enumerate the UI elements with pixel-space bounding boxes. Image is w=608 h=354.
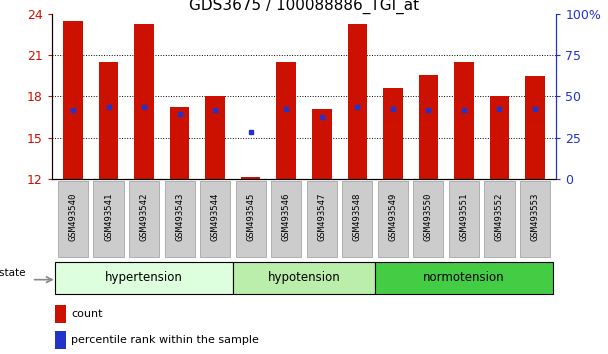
- Text: count: count: [71, 309, 103, 319]
- Bar: [312, 109, 331, 179]
- Bar: [206, 97, 225, 179]
- FancyBboxPatch shape: [449, 181, 479, 257]
- Text: GSM493541: GSM493541: [104, 193, 113, 241]
- FancyBboxPatch shape: [165, 181, 195, 257]
- Text: GSM493542: GSM493542: [140, 193, 148, 241]
- Bar: [134, 24, 154, 179]
- FancyBboxPatch shape: [375, 262, 553, 294]
- Text: percentile rank within the sample: percentile rank within the sample: [71, 335, 259, 346]
- Text: normotension: normotension: [423, 271, 505, 284]
- Bar: [55, 331, 66, 349]
- FancyBboxPatch shape: [271, 181, 302, 257]
- Text: GSM493547: GSM493547: [317, 193, 326, 241]
- FancyBboxPatch shape: [233, 262, 375, 294]
- Text: GSM493553: GSM493553: [531, 193, 539, 241]
- Bar: [170, 108, 189, 179]
- Bar: [241, 177, 260, 179]
- Bar: [525, 76, 545, 179]
- FancyBboxPatch shape: [200, 181, 230, 257]
- Text: GSM493545: GSM493545: [246, 193, 255, 241]
- Text: GSM493540: GSM493540: [69, 193, 77, 241]
- FancyBboxPatch shape: [306, 181, 337, 257]
- Text: GSM493552: GSM493552: [495, 193, 504, 241]
- Text: GSM493543: GSM493543: [175, 193, 184, 241]
- Bar: [277, 62, 296, 179]
- FancyBboxPatch shape: [485, 181, 514, 257]
- FancyBboxPatch shape: [378, 181, 408, 257]
- FancyBboxPatch shape: [55, 262, 233, 294]
- Text: GSM493544: GSM493544: [210, 193, 219, 241]
- Bar: [383, 88, 402, 179]
- Text: GSM493548: GSM493548: [353, 193, 362, 241]
- FancyBboxPatch shape: [235, 181, 266, 257]
- Text: hypotension: hypotension: [268, 271, 340, 284]
- Text: hypertension: hypertension: [105, 271, 183, 284]
- Bar: [454, 62, 474, 179]
- Bar: [63, 21, 83, 179]
- Bar: [489, 97, 510, 179]
- Text: GSM493549: GSM493549: [389, 193, 398, 241]
- Bar: [98, 62, 119, 179]
- Bar: [348, 24, 367, 179]
- FancyBboxPatch shape: [342, 181, 373, 257]
- Bar: [55, 305, 66, 323]
- Text: GSM493550: GSM493550: [424, 193, 433, 241]
- Bar: [419, 75, 438, 179]
- FancyBboxPatch shape: [129, 181, 159, 257]
- Text: GSM493546: GSM493546: [282, 193, 291, 241]
- Title: GDS3675 / 100088886_TGI_at: GDS3675 / 100088886_TGI_at: [189, 0, 419, 14]
- Text: GSM493551: GSM493551: [460, 193, 468, 241]
- Text: disease state: disease state: [0, 268, 26, 278]
- FancyBboxPatch shape: [520, 181, 550, 257]
- FancyBboxPatch shape: [413, 181, 443, 257]
- FancyBboxPatch shape: [94, 181, 123, 257]
- FancyBboxPatch shape: [58, 181, 88, 257]
